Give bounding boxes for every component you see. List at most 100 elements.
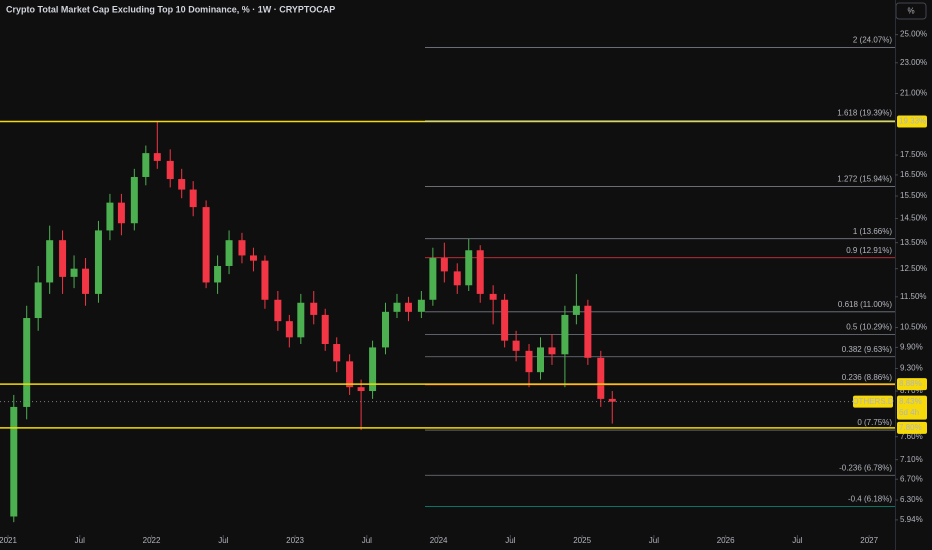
candle-body	[10, 406, 18, 517]
x-tick-label: 2025	[573, 536, 591, 545]
candle-body	[537, 347, 545, 373]
price-tag	[897, 421, 927, 434]
plot: 2 (24.07%) 1.618 (19.39%) 1.272 (15.94%) 1 …	[10, 36, 895, 523]
x-tick-label: 2021	[0, 536, 17, 545]
candle-body	[34, 282, 42, 319]
symbol-tag	[853, 395, 893, 408]
candle-body	[142, 153, 150, 177]
y-tick-label: 10.50%	[900, 323, 927, 332]
x-tick-label: Jul	[362, 536, 372, 545]
fib-label: 1.272 (15.94%)	[837, 175, 892, 184]
candle-body	[501, 299, 509, 341]
symbol-tag-label: OTHERS.D	[852, 397, 894, 406]
candle-body	[166, 160, 174, 180]
candle-body	[561, 314, 569, 355]
candle-body	[130, 176, 138, 224]
x-tick-label: 2023	[286, 536, 304, 545]
candle-body	[238, 240, 246, 256]
candle-body	[274, 299, 282, 322]
candle-body	[46, 240, 54, 283]
candle-body	[261, 260, 269, 300]
scale-button-label[interactable]: %	[907, 7, 914, 16]
candle-body	[393, 302, 401, 312]
x-tick-label: 2022	[143, 536, 161, 545]
candle-body	[333, 344, 341, 362]
candle-body	[117, 202, 125, 224]
candle-body	[584, 305, 592, 358]
candle-body	[225, 240, 233, 266]
y-tick-label: 11.50%	[900, 292, 927, 301]
candle-body	[297, 302, 305, 338]
y-tick-label: 17.50%	[900, 150, 927, 159]
candle-body	[357, 387, 365, 392]
candle-body	[572, 305, 580, 315]
candle-body	[489, 293, 497, 300]
last-price-label: 8.43%	[899, 397, 922, 406]
y-tick-label: 9.90%	[900, 343, 923, 352]
candle-body	[202, 207, 210, 283]
fib-label: -0.4 (6.18%)	[848, 495, 892, 504]
x-tick-label: Jul	[505, 536, 515, 545]
candle-body	[369, 347, 377, 392]
candle-body	[346, 361, 354, 388]
candle-body	[178, 179, 186, 190]
x-tick-label: Jul	[75, 536, 85, 545]
fib-label: 0.5 (10.29%)	[846, 322, 892, 331]
x-tick-label: Jul	[792, 536, 802, 545]
y-tick-label: 6.70%	[900, 474, 923, 483]
candle-body	[512, 340, 520, 351]
candle-body	[189, 189, 197, 208]
candle-body	[106, 202, 114, 231]
y-tick-label: 13.50%	[900, 238, 927, 247]
candle-body	[23, 318, 31, 407]
price-tag	[897, 115, 927, 128]
fib-label: 1 (13.66%)	[853, 227, 892, 236]
y-tick-label: 14.50%	[900, 214, 927, 223]
y-tick-label: 12.50%	[900, 264, 927, 273]
fib-label: 0.382 (9.63%)	[842, 345, 893, 354]
chart-title: Crypto Total Market Cap Excluding Top 10…	[6, 4, 335, 14]
y-tick-label: 23.00%	[900, 58, 927, 67]
price-tag-label: 19.33%	[899, 117, 926, 126]
x-tick-label: 2026	[717, 536, 735, 545]
x-tick-label: Jul	[218, 536, 228, 545]
fib-label: 0.618 (11.00%)	[838, 300, 892, 309]
y-tick-label: 15.50%	[900, 191, 927, 200]
x-tick-label: 2027	[860, 536, 878, 545]
candle-body	[548, 347, 556, 355]
candle-body	[285, 321, 293, 338]
candle-body	[249, 255, 257, 261]
candle-body	[608, 398, 616, 402]
candle-body	[214, 265, 222, 283]
fib-label: 0.236 (8.86%)	[842, 373, 893, 382]
fib-label: 0.9 (12.91%)	[846, 246, 892, 255]
price-tag-label: 8.88%	[899, 379, 922, 388]
fib-label: 1.618 (19.39%)	[837, 109, 892, 118]
candle-body	[440, 258, 448, 272]
candle-body	[321, 314, 329, 345]
price-tag	[897, 378, 927, 391]
x-tick-label: 2024	[430, 536, 448, 545]
y-tick-label: 7.60%	[900, 432, 923, 441]
candle-body	[597, 357, 605, 399]
candle-body	[525, 350, 533, 373]
y-tick-label: 21.00%	[900, 89, 927, 98]
price-tag-label: 7.80%	[899, 423, 922, 432]
candle-body	[70, 268, 78, 277]
countdown-label: 6d 4h	[899, 408, 919, 417]
candle-body	[417, 299, 425, 312]
fib-label: 0 (7.75%)	[857, 418, 892, 427]
candle-body	[465, 250, 473, 286]
fib-label: 2 (24.07%)	[853, 36, 892, 45]
candle-body	[404, 302, 412, 312]
candle-body	[82, 268, 90, 294]
candle-body	[59, 240, 67, 277]
x-tick-label: Jul	[649, 536, 659, 545]
candle-body	[310, 302, 318, 315]
y-tick-label: 5.94%	[900, 515, 923, 524]
y-tick-label: 16.50%	[900, 170, 927, 179]
candle-body	[94, 230, 102, 294]
candle-body	[476, 250, 484, 294]
